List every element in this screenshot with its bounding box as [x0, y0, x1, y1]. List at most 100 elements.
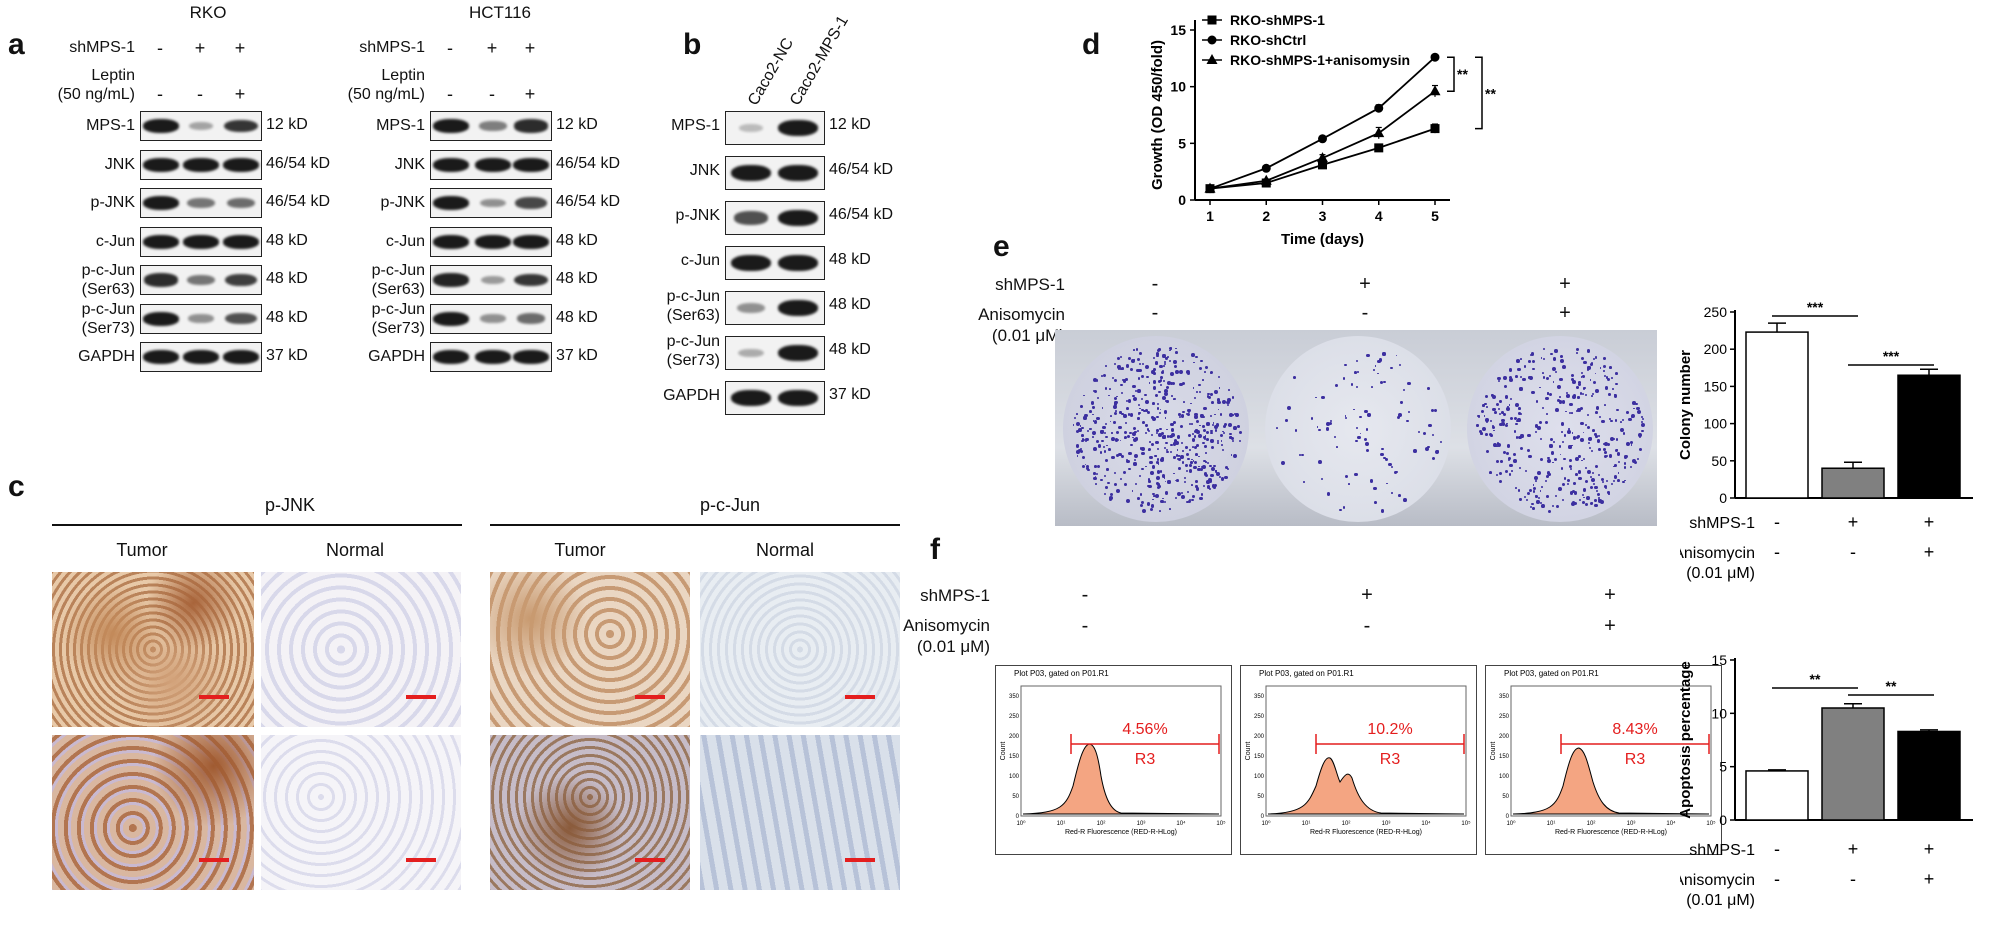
blot-size: 46/54 kD: [556, 154, 621, 172]
blot-band: [223, 157, 259, 172]
colony-dot: [1527, 433, 1531, 438]
blot-label: c-Jun: [385, 232, 425, 250]
hct116-title: HCT116: [468, 3, 532, 22]
y-tick-label: 5: [1178, 135, 1186, 151]
f-cond-value: -: [1081, 584, 1089, 606]
colony-dot: [1541, 486, 1544, 489]
colony-dot: [1591, 393, 1594, 396]
colony-dot: [1493, 443, 1498, 448]
colony-dot: [1614, 463, 1617, 467]
colony-dot: [1164, 441, 1168, 445]
colony-dot: [1163, 391, 1168, 396]
colony-dot: [1203, 459, 1206, 462]
colony-dot: [1081, 434, 1084, 437]
colony-dot: [1138, 403, 1141, 406]
colony-dot: [1427, 445, 1430, 449]
colony-dot: [1150, 370, 1155, 375]
colony-dot: [1638, 435, 1642, 439]
significance-bracket: [1447, 56, 1455, 92]
colony-dot: [1191, 446, 1194, 448]
colony-dot: [1111, 437, 1116, 442]
colony-dot: [1492, 425, 1496, 430]
colony-dot: [1551, 505, 1555, 508]
colony-dot: [1559, 453, 1562, 456]
colony-dot: [1124, 431, 1128, 435]
colony-dot: [1145, 424, 1148, 427]
e-cond-label-1: shMPS-1: [995, 275, 1065, 294]
colony-dot: [1641, 430, 1644, 433]
colony-dot: [1586, 368, 1590, 371]
colony-dot: [1517, 367, 1521, 371]
blot-band: [778, 300, 818, 316]
colony-dot: [1113, 471, 1116, 474]
colony-dot: [1174, 398, 1176, 401]
blot-label: p-JNK: [380, 194, 425, 211]
colony-dot: [1573, 482, 1576, 485]
colony-dot: [1120, 478, 1123, 481]
colony-dot: [1535, 480, 1537, 483]
colony-dot: [1195, 453, 1199, 457]
colony-dot: [1599, 367, 1602, 369]
colony-dot: [1190, 461, 1193, 464]
colony-dot: [1571, 412, 1573, 414]
colony-dot: [1604, 455, 1607, 459]
colony-dot: [1115, 395, 1118, 398]
colony-dot: [1623, 466, 1626, 469]
colony-dot: [1590, 478, 1595, 483]
flow-plot: Plot P03, gated on P01.R1 0 50 100 150 200 250…: [1240, 665, 1477, 855]
colony-dot: [1164, 362, 1167, 365]
gate-name: R3: [1380, 751, 1401, 768]
colony-dot: [1299, 454, 1301, 456]
blot-band: [433, 311, 469, 326]
colony-dot: [1520, 434, 1524, 438]
colony-dot: [1196, 467, 1201, 472]
y-tick-label: 50: [1012, 794, 1019, 800]
colony-dot: [1542, 357, 1546, 360]
colony-dot: [1238, 439, 1241, 443]
colony-dot: [1374, 365, 1377, 368]
blot-box: [725, 381, 825, 415]
colony-dot: [1223, 475, 1228, 480]
colony-dot: [1578, 455, 1581, 458]
colony-dot: [1350, 383, 1354, 387]
colony-dot: [1381, 447, 1384, 451]
colony-dot: [1113, 396, 1117, 401]
colony-dot: [1152, 498, 1155, 501]
colony-dot: [1612, 479, 1615, 483]
colony-dot: [1603, 374, 1606, 377]
colony-dot: [1157, 463, 1160, 466]
colony-dot: [1214, 413, 1216, 416]
colony-dot: [1233, 454, 1238, 459]
colony-dot: [1193, 361, 1196, 364]
condition-value: -: [1774, 839, 1780, 859]
colony-dot: [1096, 416, 1101, 421]
colony-dot: [1128, 452, 1132, 456]
colony-dot: [1502, 450, 1507, 455]
colony-dot: [1330, 420, 1333, 423]
colony-dot: [1203, 472, 1208, 477]
colony-dot: [1188, 434, 1192, 437]
colony-dot: [1170, 443, 1173, 447]
blot-band: [778, 165, 818, 181]
colony-dot: [1595, 405, 1600, 410]
colony-dot: [1371, 385, 1374, 388]
f-cond-value: -: [1081, 615, 1089, 637]
colony-dot: [1604, 484, 1608, 488]
colony-dot: [1201, 425, 1205, 429]
colony-dot: [1211, 466, 1216, 471]
colony-dot: [1141, 447, 1145, 451]
colony-dot: [1549, 375, 1552, 378]
colony-dot: [1217, 408, 1220, 411]
colony-dot: [1093, 378, 1098, 383]
colony-dot: [1156, 407, 1160, 410]
blot-box: [430, 265, 552, 295]
colony-dot: [1549, 437, 1554, 442]
colony-dot: [1369, 479, 1373, 483]
colony-dot: [1087, 468, 1090, 472]
colony-dot: [1477, 414, 1480, 418]
colony-dot: [1525, 470, 1528, 473]
colony-dot: [1075, 445, 1079, 448]
blot-band: [475, 157, 511, 172]
blot-band: [515, 196, 547, 210]
colony-dot: [1203, 436, 1206, 439]
